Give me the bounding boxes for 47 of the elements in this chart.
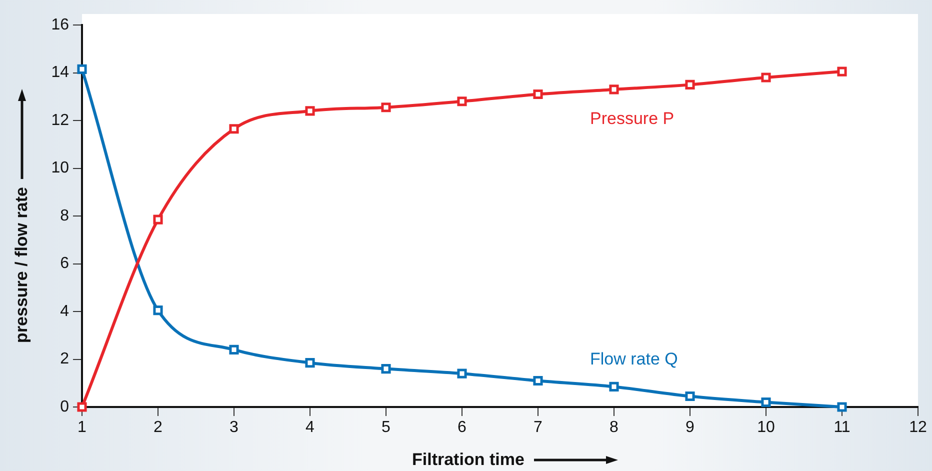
y-axis-title: pressure / flow rate [12,187,32,343]
y-tick-label: 12 [51,112,70,129]
point [533,89,543,100]
point [609,84,619,94]
x-tick-label: 9 [686,419,695,436]
y-tick-label: 6 [60,255,70,272]
point [77,402,87,412]
y-tick-label: 14 [51,64,70,82]
y-tick-label: 10 [51,160,70,177]
x-axis-title: Filtration time [412,450,524,470]
y-tick-label: 2 [60,350,70,368]
y-tick-label: 4 [60,302,70,320]
point [229,344,239,354]
x-tick-label: 8 [610,419,619,436]
x-tick-label: 11 [834,419,850,436]
point [381,364,391,374]
point [457,96,467,106]
point [761,72,771,82]
point [305,106,315,116]
point [457,368,467,378]
y-tick-label: 16 [51,16,70,34]
point [153,214,163,224]
point [77,64,87,74]
series-label: Pressure P [590,109,674,128]
x-tick-label: 10 [757,419,775,436]
point [305,358,315,368]
x-tick-label: 4 [306,419,315,436]
x-tick-label: 3 [230,419,239,436]
x-tick-label: 6 [458,419,467,436]
x-tick-label: 5 [382,419,391,436]
point [381,102,391,112]
x-tick-label: 12 [909,419,927,436]
point [533,376,543,386]
point [609,382,619,392]
x-tick-label: 2 [154,419,163,436]
series-label: Flow rate Q [590,349,678,368]
point [761,397,771,408]
point [153,306,163,316]
point [685,391,695,402]
y-tick-label: 0 [60,398,70,416]
point [229,124,239,134]
point [837,66,847,76]
y-tick-label: 8 [60,207,70,224]
x-tick-label: 7 [534,419,543,436]
point [685,80,695,90]
x-tick-label: 1 [78,419,87,436]
point [837,402,847,412]
